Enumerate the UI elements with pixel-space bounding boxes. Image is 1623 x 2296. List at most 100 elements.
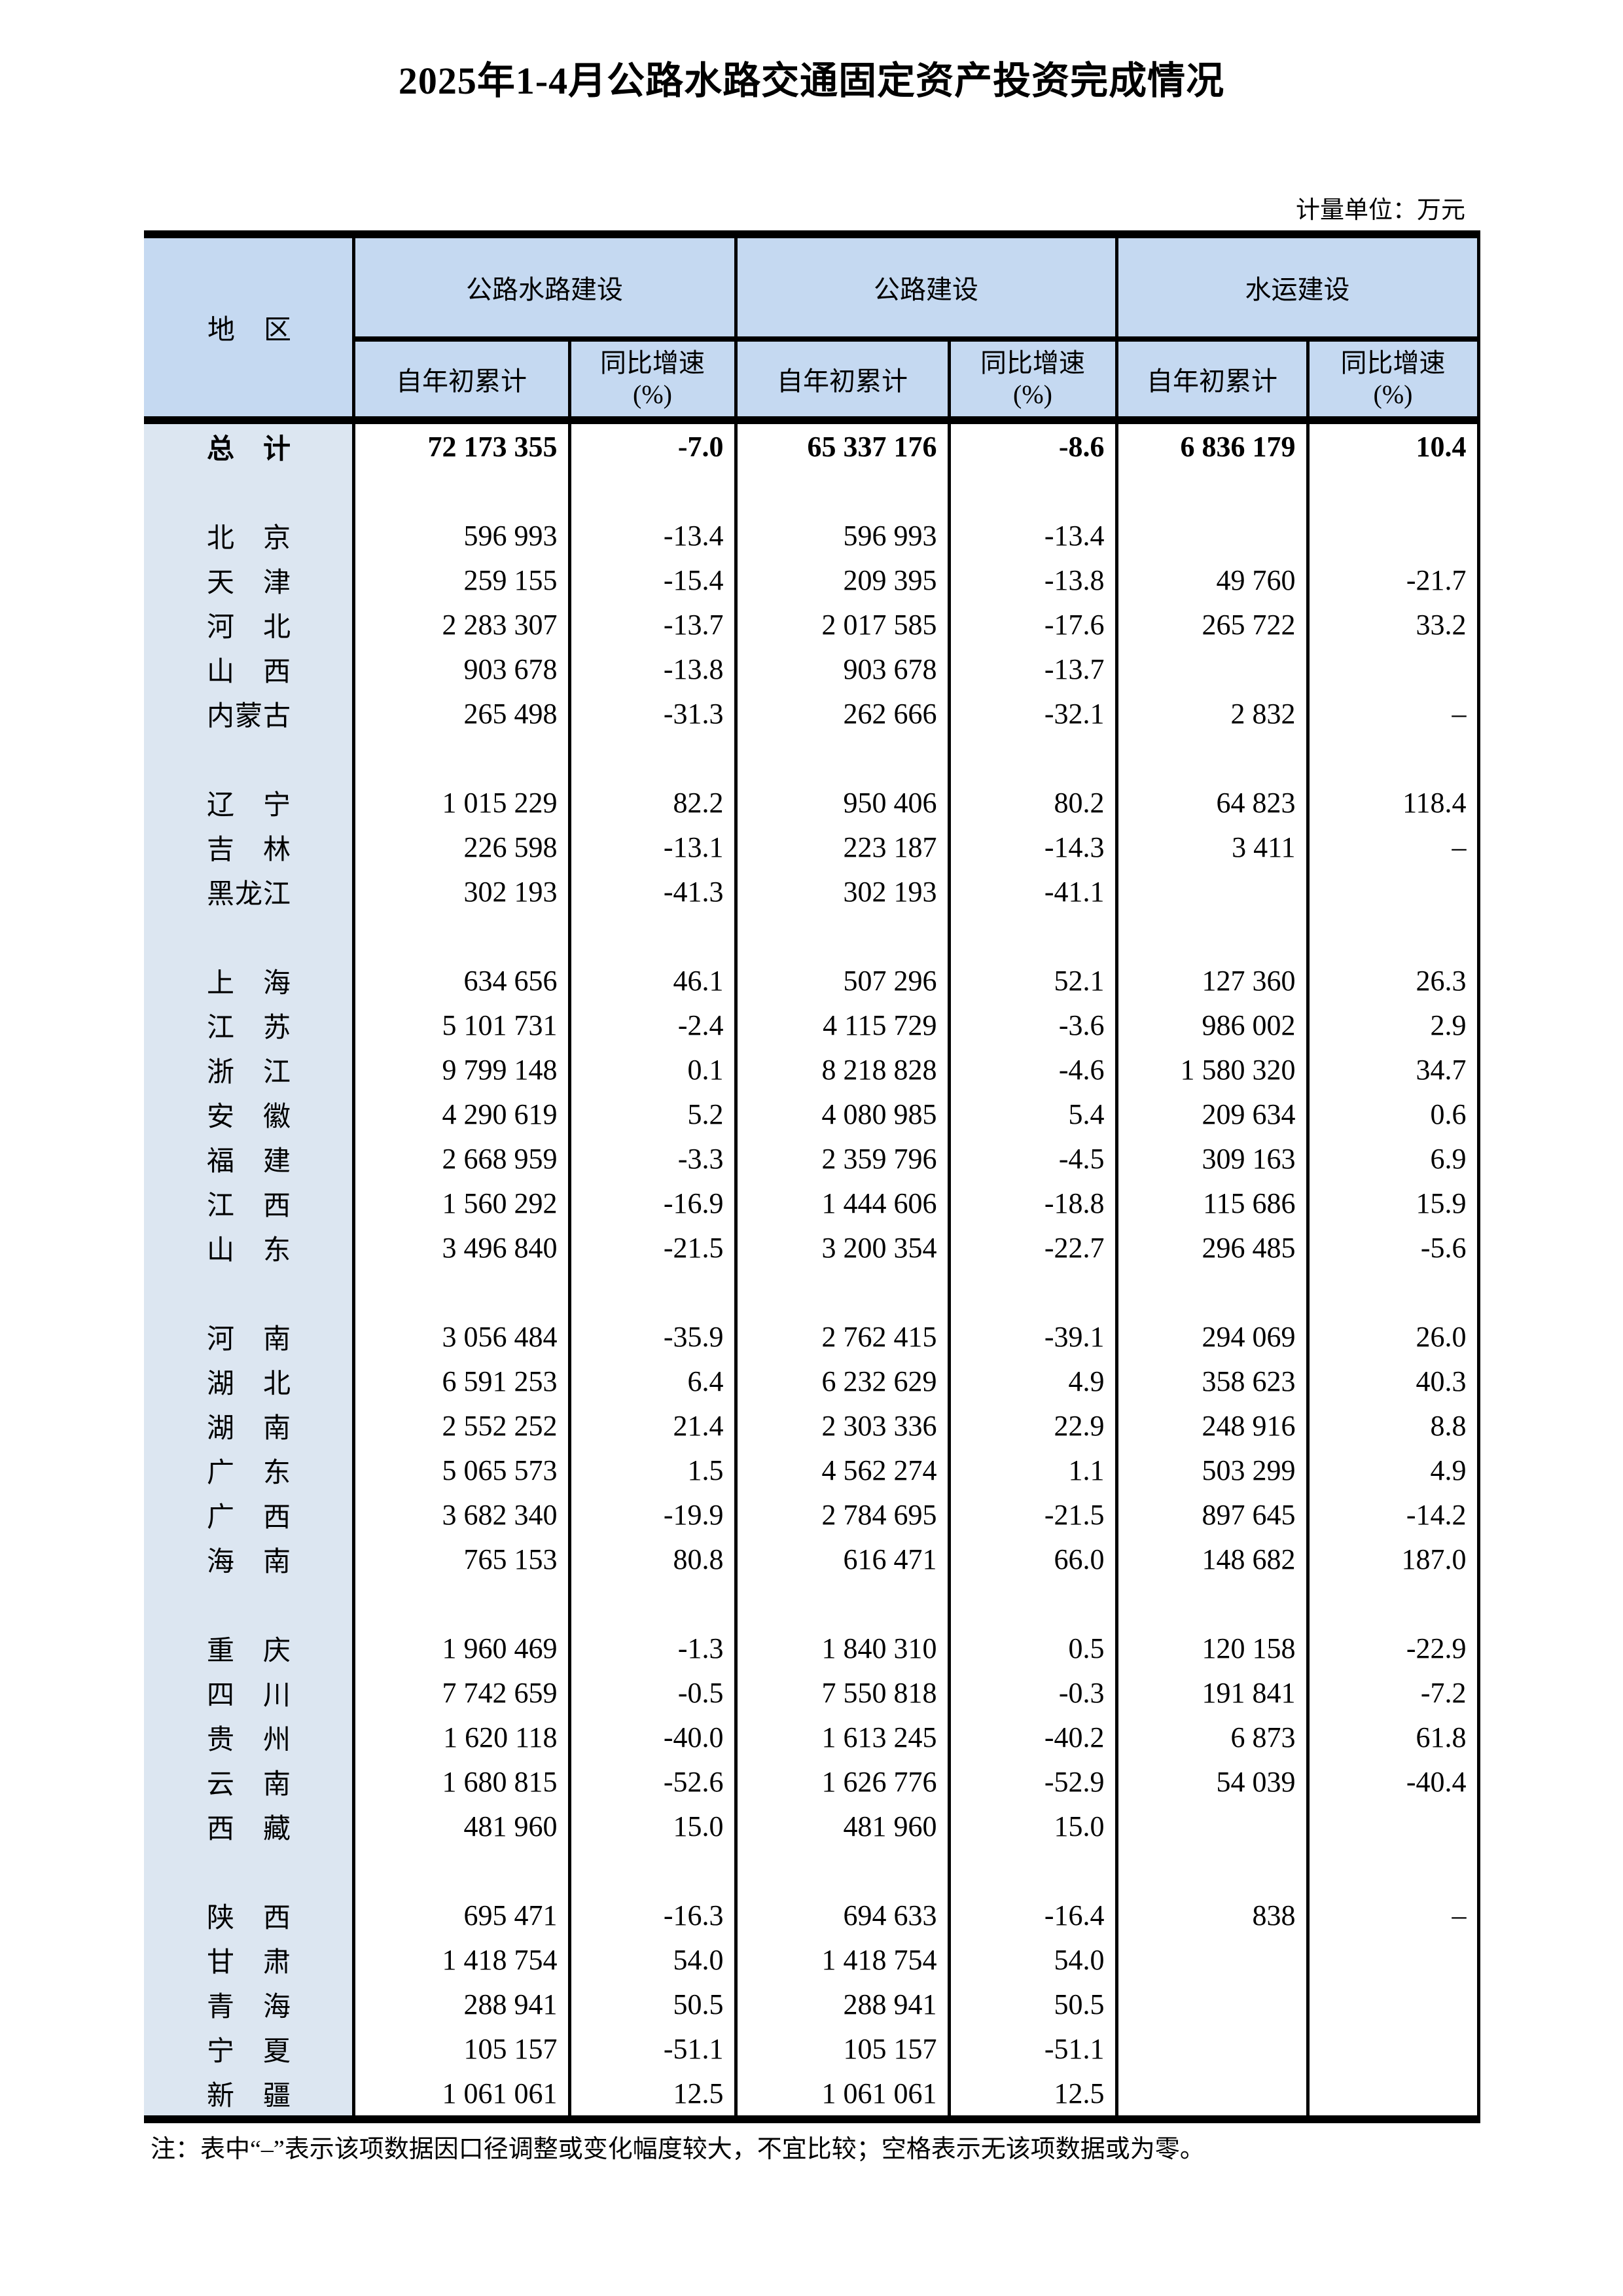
value-cell <box>1116 2026 1310 2071</box>
value-cell: 54.0 <box>569 1937 738 1982</box>
table-row: 湖南 2 552 252 21.4 2 303 336 22.9 248 916… <box>144 1403 1480 1448</box>
value-cell <box>569 736 738 780</box>
value-cell: 1 626 776 <box>736 1759 951 1804</box>
growth-label-line2: (%) <box>633 380 672 409</box>
spacer-row <box>144 1270 1480 1314</box>
value-cell <box>1308 1270 1480 1314</box>
value-cell: 903 678 <box>353 647 571 691</box>
table-body: 总计 72 173 355 -7.0 65 337 176 -8.6 6 836… <box>144 420 1480 2119</box>
value-cell <box>736 1848 951 1893</box>
value-cell: 2 552 252 <box>353 1403 571 1448</box>
region-name-cell: 湖北 <box>144 1359 355 1403</box>
region-name: 福建 <box>207 1146 291 1177</box>
value-cell: 49 760 <box>1116 558 1310 602</box>
value-cell: 1 620 118 <box>353 1715 571 1759</box>
region-name: 西藏 <box>207 1814 291 1844</box>
value-cell <box>569 914 738 958</box>
region-name: 江苏 <box>207 1013 291 1043</box>
region-name: 广东 <box>207 1458 291 1488</box>
value-cell <box>1308 914 1480 958</box>
value-cell: 2 303 336 <box>736 1403 951 1448</box>
table-row: 云南 1 680 815 -52.6 1 626 776 -52.9 54 03… <box>144 1759 1480 1804</box>
region-name-cell <box>144 469 355 513</box>
region-name-cell: 云南 <box>144 1759 355 1804</box>
value-cell: 34.7 <box>1308 1047 1480 1092</box>
value-cell: 54.0 <box>949 1937 1118 1982</box>
value-cell <box>353 1270 571 1314</box>
region-name-cell: 总计 <box>144 420 355 469</box>
value-cell: 262 666 <box>736 691 951 736</box>
value-cell <box>1116 1270 1310 1314</box>
value-cell: -17.6 <box>949 602 1118 647</box>
value-cell: -3.3 <box>569 1136 738 1181</box>
value-cell <box>1116 1848 1310 1893</box>
value-cell <box>1116 647 1310 691</box>
value-cell: 6.9 <box>1308 1136 1480 1181</box>
value-cell: 6 232 629 <box>736 1359 951 1403</box>
value-cell: 1 418 754 <box>353 1937 571 1982</box>
table-row: 陕西 695 471 -16.3 694 633 -16.4 838 – <box>144 1893 1480 1937</box>
value-cell: -51.1 <box>569 2026 738 2071</box>
subheader-cumulative-highway-waterway: 自年初累计 <box>353 339 571 424</box>
value-cell: 4.9 <box>949 1359 1118 1403</box>
region-name-cell: 海南 <box>144 1537 355 1581</box>
value-cell: -51.1 <box>949 2026 1118 2071</box>
value-cell: 6.4 <box>569 1359 738 1403</box>
region-name: 云南 <box>207 1769 291 1800</box>
value-cell: -14.2 <box>1308 1492 1480 1537</box>
region-name-cell: 浙江 <box>144 1047 355 1092</box>
table-row: 河南 3 056 484 -35.9 2 762 415 -39.1 294 0… <box>144 1314 1480 1359</box>
value-cell: -40.0 <box>569 1715 738 1759</box>
value-cell: 596 993 <box>353 513 571 558</box>
value-cell: -41.1 <box>949 869 1118 914</box>
group-header-highway-waterway: 公路水路建设 <box>353 234 738 342</box>
growth-label-line1: 同比增速 <box>980 348 1085 378</box>
footnote: 注：表中“–”表示该项数据因口径调整或变化幅度较大，不宜比较；空格表示无该项数据… <box>151 2136 1205 2163</box>
subheader-cumulative-highway: 自年初累计 <box>736 339 951 424</box>
value-cell: 40.3 <box>1308 1359 1480 1403</box>
value-cell <box>736 1270 951 1314</box>
table-row: 西藏 481 960 15.0 481 960 15.0 <box>144 1804 1480 1848</box>
value-cell: 0.6 <box>1308 1092 1480 1136</box>
table-row: 北京 596 993 -13.4 596 993 -13.4 <box>144 513 1480 558</box>
table-row: 广东 5 065 573 1.5 4 562 274 1.1 503 299 4… <box>144 1448 1480 1492</box>
region-name-cell: 西藏 <box>144 1804 355 1848</box>
value-cell: 82.2 <box>569 780 738 825</box>
table-row: 四川 7 742 659 -0.5 7 550 818 -0.3 191 841… <box>144 1670 1480 1715</box>
spacer-row <box>144 1848 1480 1893</box>
value-cell: 503 299 <box>1116 1448 1310 1492</box>
value-cell: 1.5 <box>569 1448 738 1492</box>
value-cell: 481 960 <box>353 1804 571 1848</box>
value-cell <box>1308 1848 1480 1893</box>
growth-label-line2: (%) <box>1373 380 1413 409</box>
value-cell: -4.6 <box>949 1047 1118 1092</box>
table-row: 黑龙江 302 193 -41.3 302 193 -41.1 <box>144 869 1480 914</box>
value-cell: -5.6 <box>1308 1225 1480 1270</box>
value-cell <box>949 1581 1118 1626</box>
value-cell: 616 471 <box>736 1537 951 1581</box>
region-name-cell: 山东 <box>144 1225 355 1270</box>
region-name: 安徽 <box>207 1102 291 1132</box>
value-cell <box>949 469 1118 513</box>
region-name-cell: 黑龙江 <box>144 869 355 914</box>
value-cell: 897 645 <box>1116 1492 1310 1537</box>
value-cell <box>353 1848 571 1893</box>
value-cell: -1.3 <box>569 1626 738 1670</box>
value-cell: 265 498 <box>353 691 571 736</box>
value-cell: 5 065 573 <box>353 1448 571 1492</box>
value-cell: 1 960 469 <box>353 1626 571 1670</box>
subheader-cumulative-waterway: 自年初累计 <box>1116 339 1310 424</box>
region-name: 吉林 <box>207 834 291 865</box>
value-cell: 1.1 <box>949 1448 1118 1492</box>
region-name: 湖南 <box>207 1413 291 1444</box>
growth-label-line1: 同比增速 <box>600 348 705 378</box>
value-cell: 148 682 <box>1116 1537 1310 1581</box>
value-cell <box>569 1581 738 1626</box>
value-cell: 507 296 <box>736 958 951 1003</box>
value-cell <box>1308 2071 1480 2119</box>
value-cell: 223 187 <box>736 825 951 869</box>
value-cell: 15.9 <box>1308 1181 1480 1225</box>
table-row: 浙江 9 799 148 0.1 8 218 828 -4.6 1 580 32… <box>144 1047 1480 1092</box>
value-cell: 2 784 695 <box>736 1492 951 1537</box>
region-name-cell: 新疆 <box>144 2071 355 2119</box>
